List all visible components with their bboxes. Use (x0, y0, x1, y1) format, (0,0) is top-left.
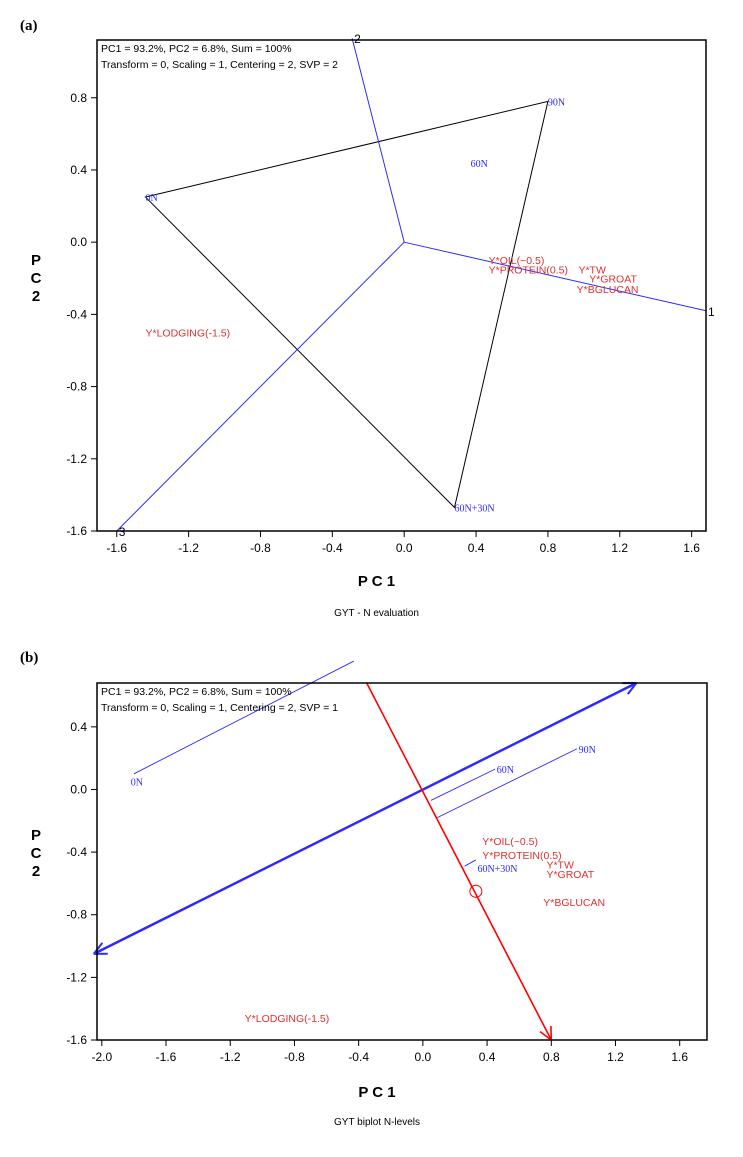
trait-label: Y*PROTEIN(0.5) (482, 850, 561, 862)
sector-ray-label: 1 (708, 305, 715, 319)
plot-frame (96, 39, 707, 532)
y-tick-label: -1.2 (66, 452, 87, 466)
trait-label: Y*BGLUCAN (577, 284, 639, 296)
chart-caption: GYT biplot N-levels (334, 1117, 420, 1128)
chart-caption: GYT - N evaluation (334, 608, 419, 619)
panel-label: (b) (20, 650, 38, 666)
x-tick-label: 1.2 (607, 1050, 624, 1064)
sector-ray-label: 2 (354, 32, 361, 46)
x-tick-label: -0.4 (348, 1050, 369, 1064)
x-tick-label: -0.4 (322, 541, 343, 555)
y-tick-label: -0.4 (66, 845, 87, 859)
genotype-label: 60N (471, 159, 488, 170)
x-tick-label: -2.0 (91, 1050, 112, 1064)
y-tick-label: 0.4 (70, 720, 87, 734)
genotype-label: 60N+30N (454, 504, 494, 515)
x-tick-label: 1.6 (671, 1050, 688, 1064)
y-tick-label: 0.8 (70, 91, 87, 105)
ideal-circle-marker (469, 884, 483, 898)
genotype-label: 60N+30N (477, 864, 517, 875)
y-tick-label: -0.8 (66, 380, 87, 394)
y-tick-label: 0.4 (70, 163, 87, 177)
plot-area: 0N 60N 90N 60N+30N Y*OIL(~0.5) Y*PROTEIN(0.5)… (92, 660, 638, 1041)
info-text: Transform = 0, Scaling = 1, Centering = … (101, 59, 338, 71)
x-axis-label: P C 1 (358, 573, 395, 590)
y-axis-label-char: P (31, 252, 41, 269)
plot-frame (96, 682, 708, 1041)
x-tick-label: -1.6 (106, 541, 127, 555)
trait-label: Y*LODGING(-1.5) (245, 1013, 330, 1025)
sector-ray-label: 3 (119, 525, 126, 539)
x-tick-label: 1.2 (611, 541, 628, 555)
y-tick-label: -1.2 (66, 970, 87, 984)
projection-line (437, 748, 578, 819)
biplot-panel-a: (a) -1.6 -1.2 -0.8 -0.4 0.0 0.4 0.8 1.2 1.6 0.8 0.4… (20, 18, 715, 619)
y-tick-label: 0.0 (70, 782, 87, 796)
projection-line (133, 660, 355, 775)
sector-ray (116, 241, 405, 532)
trait-label: Y*LODGING(-1.5) (146, 327, 231, 339)
plot-area: 1 2 3 0N 90N 60N 60N+30N Y*OIL(~0.5)Y*PROTEIN(0… (116, 32, 715, 539)
x-tick-label: -1.6 (156, 1050, 177, 1064)
trait-label: Y*TW (546, 860, 574, 872)
polygon-hull (144, 100, 549, 509)
arrowhead-icon (627, 682, 638, 695)
x-tick-label: 0.0 (396, 541, 413, 555)
x-tick-label: -0.8 (284, 1050, 305, 1064)
trait-label: Y*OIL(~0.5) (482, 836, 538, 848)
genotype-label: 0N (146, 193, 158, 204)
biplot-panel-b: (b) -2.0 -1.6 -1.2 -0.8 -0.4 0.0 0.4 0.8 1.2 1.6 0.… (20, 650, 708, 1128)
x-tick-label: 0.4 (479, 1050, 496, 1064)
info-text: PC1 = 93.2%, PC2 = 6.8%, Sum = 100% (101, 686, 292, 698)
y-axis-label-char: 2 (32, 288, 40, 305)
x-tick-label: 0.0 (415, 1050, 432, 1064)
x-tick-label: 0.8 (543, 1050, 560, 1064)
atc-abscissa-line (93, 681, 637, 955)
info-text: PC1 = 93.2%, PC2 = 6.8%, Sum = 100% (101, 43, 292, 55)
trait-label: Y*TW (578, 264, 606, 276)
genotype-label: 90N (548, 97, 565, 108)
info-text: Transform = 0, Scaling = 1, Centering = … (101, 702, 338, 714)
y-axis-label-char: C (31, 270, 42, 287)
projection-line (430, 768, 496, 801)
trait-label: Y*GROAT (589, 273, 637, 285)
y-tick-label: -1.6 (66, 1033, 87, 1047)
x-tick-label: 0.8 (540, 541, 557, 555)
sector-ray (404, 241, 707, 312)
x-tick-label: 1.6 (683, 541, 700, 555)
trait-label: Y*OIL(~0.5) (489, 255, 545, 267)
trait-label: Y*BGLUCAN (543, 897, 605, 909)
genotype-label: 60N (497, 765, 514, 776)
x-axis-label: P C 1 (358, 1084, 395, 1101)
x-tick-label: 0.4 (468, 541, 485, 555)
y-tick-label: -0.8 (66, 908, 87, 922)
atc-ordinate-line (365, 682, 553, 1041)
x-tick-label: -1.2 (220, 1050, 241, 1064)
arrowhead-icon (539, 1030, 552, 1041)
y-tick-label: -0.4 (66, 307, 87, 321)
arrowhead-icon (92, 942, 104, 955)
x-tick-label: -1.2 (178, 541, 199, 555)
sector-ray (351, 38, 405, 243)
genotype-label: 90N (579, 745, 596, 756)
y-axis-label-char: P (31, 827, 41, 844)
projection-line (464, 859, 477, 867)
y-tick-label: -1.6 (66, 524, 87, 538)
y-axis-label-char: 2 (32, 863, 40, 880)
y-tick-label: 0.0 (70, 235, 87, 249)
panel-label: (a) (20, 18, 38, 34)
trait-label: Y*GROAT (546, 869, 594, 881)
trait-label: Y*PROTEIN(0.5) (489, 264, 568, 276)
genotype-label: 0N (131, 778, 143, 789)
x-tick-label: -0.8 (250, 541, 271, 555)
y-axis-label-char: C (31, 845, 42, 862)
